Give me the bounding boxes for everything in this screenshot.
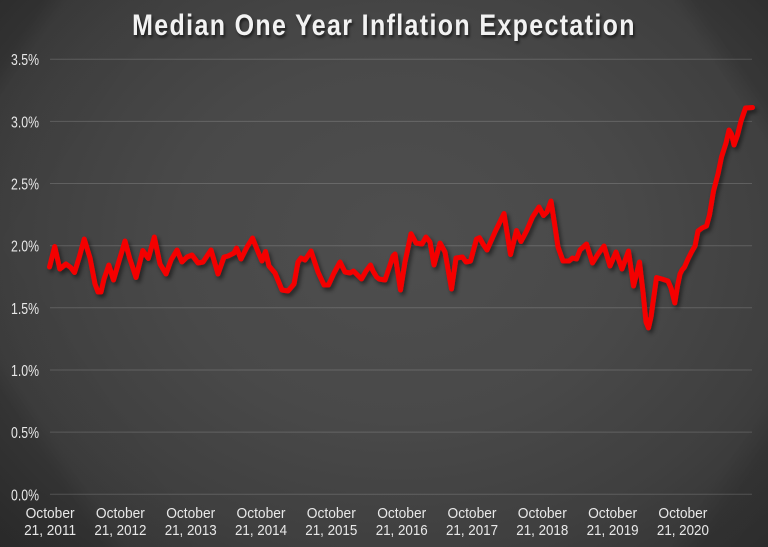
- svg-text:October: October: [307, 505, 356, 522]
- svg-text:21, 2018: 21, 2018: [516, 522, 568, 539]
- svg-text:October: October: [448, 505, 497, 522]
- svg-text:2.0%: 2.0%: [11, 239, 39, 256]
- svg-text:October: October: [588, 505, 637, 522]
- svg-text:21, 2016: 21, 2016: [376, 522, 428, 539]
- svg-text:3.5%: 3.5%: [11, 52, 39, 69]
- svg-text:21, 2019: 21, 2019: [587, 522, 639, 539]
- svg-text:21, 2011: 21, 2011: [24, 522, 76, 539]
- svg-text:21, 2017: 21, 2017: [446, 522, 498, 539]
- svg-text:October: October: [26, 505, 75, 522]
- svg-text:October: October: [237, 505, 286, 522]
- svg-text:October: October: [166, 505, 215, 522]
- svg-text:October: October: [658, 505, 707, 522]
- svg-text:0.0%: 0.0%: [11, 487, 39, 504]
- svg-text:October: October: [518, 505, 567, 522]
- svg-text:0.5%: 0.5%: [11, 425, 39, 442]
- svg-text:3.0%: 3.0%: [11, 114, 39, 131]
- svg-text:21, 2020: 21, 2020: [657, 522, 709, 539]
- svg-text:21, 2014: 21, 2014: [235, 522, 287, 539]
- svg-text:1.5%: 1.5%: [11, 301, 39, 318]
- svg-text:21, 2012: 21, 2012: [94, 522, 146, 539]
- svg-text:October: October: [96, 505, 145, 522]
- svg-text:21, 2013: 21, 2013: [165, 522, 217, 539]
- svg-text:21, 2015: 21, 2015: [305, 522, 357, 539]
- svg-text:October: October: [377, 505, 426, 522]
- svg-text:2.5%: 2.5%: [11, 177, 39, 194]
- svg-text:1.0%: 1.0%: [11, 363, 39, 380]
